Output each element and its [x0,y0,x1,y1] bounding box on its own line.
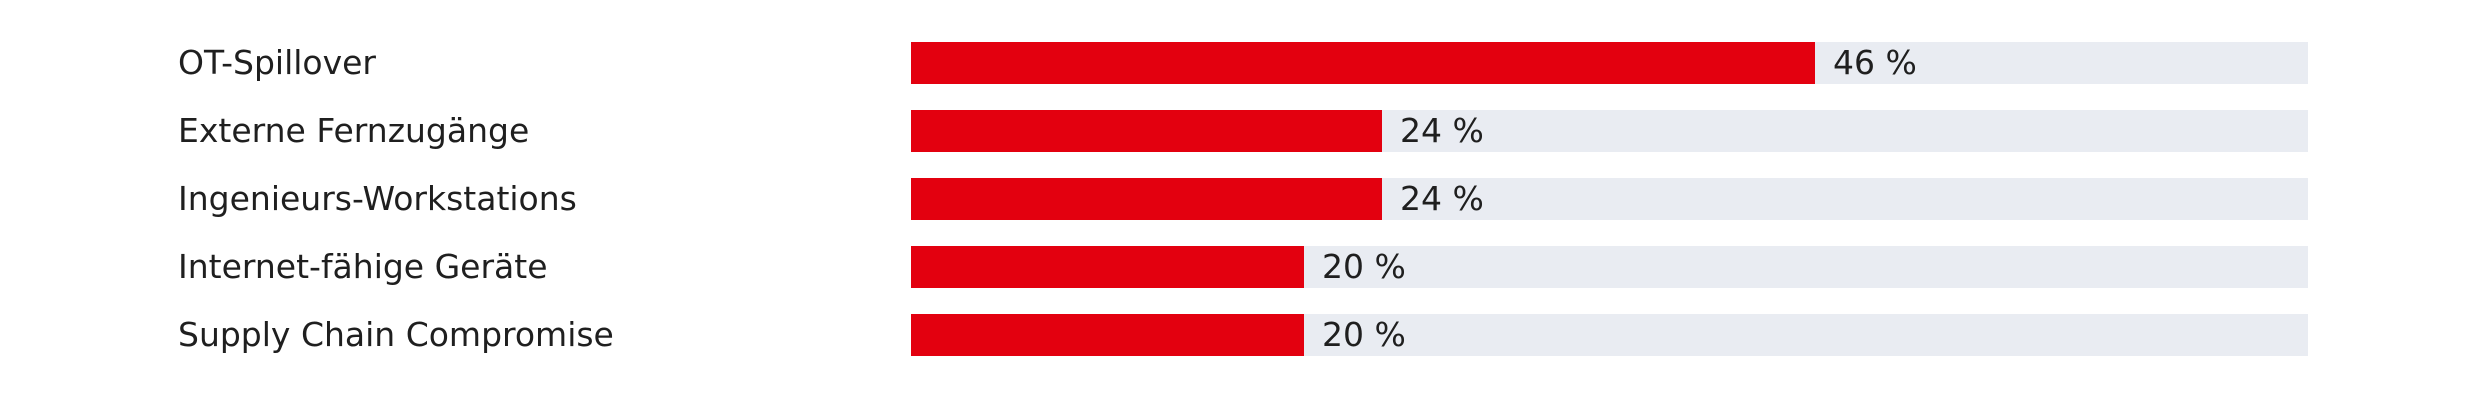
data-label: 20 % [1322,315,1406,354]
category-label: OT-Spillover [178,43,376,82]
bar-track: 20 % [911,246,2308,288]
bar-track: 20 % [911,314,2308,356]
data-label: 20 % [1322,247,1406,286]
data-label: 46 % [1833,43,1917,82]
bar-track: 46 % [911,42,2308,84]
data-label: 24 % [1400,179,1484,218]
bar [911,246,1304,288]
bar [911,178,1382,220]
bar [911,42,1815,84]
chart-row: Externe Fernzugänge 24 % [0,110,2480,152]
chart-row: Supply Chain Compromise 20 % [0,314,2480,356]
data-label: 24 % [1400,111,1484,150]
chart-row: Ingenieurs-Workstations 24 % [0,178,2480,220]
chart-row: OT-Spillover 46 % [0,42,2480,84]
category-label: Ingenieurs-Workstations [178,179,577,218]
category-label: Supply Chain Compromise [178,315,614,354]
category-label: Internet-fähige Geräte [178,247,548,286]
chart-row: Internet-fähige Geräte 20 % [0,246,2480,288]
bar-track: 24 % [911,110,2308,152]
bar-track: 24 % [911,178,2308,220]
category-label: Externe Fernzugänge [178,111,530,150]
bar [911,110,1382,152]
bar [911,314,1304,356]
